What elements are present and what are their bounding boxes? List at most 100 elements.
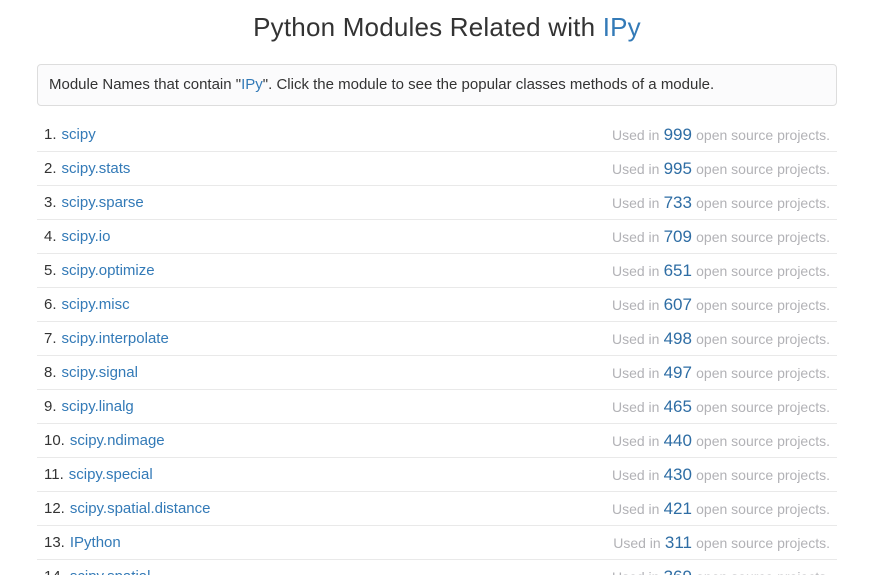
list-item-left: 9. scipy.linalg	[44, 398, 134, 415]
module-link[interactable]: IPython	[69, 534, 121, 551]
item-rank: 3.	[44, 194, 57, 211]
used-in-label: Used in	[611, 262, 660, 279]
module-link[interactable]: scipy.io	[61, 228, 111, 245]
usage-count: 497	[663, 362, 692, 382]
item-rank: 4.	[44, 228, 57, 245]
projects-label: open source projects.	[696, 500, 830, 517]
projects-label: open source projects.	[696, 569, 830, 575]
projects-label: open source projects.	[696, 126, 830, 143]
list-item-right: Used in 999 open source projects.	[612, 125, 830, 145]
list-item-left: 10. scipy.ndimage	[44, 432, 165, 449]
info-keyword: IPy	[241, 76, 263, 93]
list-item: 5. scipy.optimize Used in 651 open source…	[37, 254, 837, 288]
list-item-left: 11. scipy.special	[44, 466, 153, 483]
item-rank: 9.	[44, 398, 57, 415]
module-link[interactable]: scipy.stats	[61, 160, 131, 177]
list-item-right: Used in 465 open source projects.	[612, 397, 830, 417]
content-area: Python Modules Related with IPy Module N…	[37, 12, 837, 575]
module-link[interactable]: scipy.special	[68, 466, 153, 483]
module-link[interactable]: scipy	[61, 126, 96, 143]
info-box: Module Names that contain "IPy". Click t…	[37, 64, 837, 106]
item-rank: 7.	[44, 330, 57, 347]
item-rank: 5.	[44, 262, 57, 279]
used-in-label: Used in	[611, 364, 660, 381]
projects-label: open source projects.	[696, 466, 830, 483]
module-link[interactable]: scipy.ndimage	[69, 432, 165, 449]
used-in-label: Used in	[611, 466, 660, 483]
list-item-right: Used in 607 open source projects.	[612, 295, 830, 315]
info-text-before: Module Names that contain "	[49, 76, 242, 93]
list-item-right: Used in 311 open source projects.	[613, 533, 830, 553]
projects-label: open source projects.	[696, 160, 830, 177]
list-item-right: Used in 430 open source projects.	[612, 465, 830, 485]
used-in-label: Used in	[611, 228, 660, 245]
list-item-right: Used in 421 open source projects.	[612, 499, 830, 519]
list-item-left: 12. scipy.spatial.distance	[44, 500, 210, 517]
used-in-label: Used in	[611, 330, 660, 347]
projects-label: open source projects.	[696, 262, 830, 279]
projects-label: open source projects.	[696, 296, 830, 313]
list-item-left: 2. scipy.stats	[44, 160, 130, 177]
list-item-left: 3. scipy.sparse	[44, 194, 144, 211]
list-item-right: Used in 497 open source projects.	[612, 363, 830, 383]
projects-label: open source projects.	[696, 432, 830, 449]
list-item: 4. scipy.io Used in 709 open source proje…	[37, 220, 837, 254]
usage-count: 999	[663, 124, 692, 144]
module-link[interactable]: scipy.signal	[61, 364, 138, 381]
list-item-left: 13. IPython	[44, 534, 121, 551]
module-link[interactable]: scipy.linalg	[61, 398, 134, 415]
list-item-right: Used in 995 open source projects.	[612, 159, 830, 179]
list-item-left: 6. scipy.misc	[44, 296, 130, 313]
usage-count: 369	[664, 567, 692, 575]
usage-count: 498	[663, 328, 692, 348]
module-link[interactable]: scipy.sparse	[61, 194, 144, 211]
used-in-label: Used in	[612, 569, 659, 575]
item-rank: 12.	[44, 500, 65, 517]
usage-count: 607	[663, 294, 692, 314]
used-in-label: Used in	[611, 296, 660, 313]
list-item-right: Used in 651 open source projects.	[612, 261, 830, 281]
list-item: 11. scipy.special Used in 430 open source…	[37, 458, 837, 492]
item-rank: 14.	[44, 568, 65, 575]
module-link[interactable]: scipy.misc	[61, 296, 130, 313]
usage-count: 440	[663, 430, 692, 450]
used-in-label: Used in	[611, 160, 660, 177]
item-rank: 1.	[44, 126, 57, 143]
projects-label: open source projects.	[696, 398, 830, 415]
module-link[interactable]: scipy.spatial.distance	[69, 500, 211, 517]
page-title: Python Modules Related with IPy	[37, 12, 857, 42]
list-item-left: 7. scipy.interpolate	[44, 330, 169, 347]
item-rank: 11.	[44, 466, 64, 483]
used-in-label: Used in	[611, 432, 660, 449]
usage-count: 421	[663, 498, 692, 518]
module-list: 1. scipy Used in 999 open source projects…	[37, 118, 837, 575]
projects-label: open source projects.	[696, 228, 830, 245]
used-in-label: Used in	[611, 126, 660, 143]
usage-count: 709	[663, 226, 692, 246]
list-item-right: Used in 369 open source projects.	[612, 567, 830, 575]
module-link[interactable]: scipy.interpolate	[61, 330, 169, 347]
module-link[interactable]: scipy.optimize	[61, 262, 155, 279]
list-item-left: 14. scipy.spatial	[44, 568, 150, 575]
info-text-after: ". Click the module to see the popular c…	[262, 76, 715, 93]
projects-label: open source projects.	[696, 330, 830, 347]
projects-label: open source projects.	[696, 194, 830, 211]
list-item-left: 5. scipy.optimize	[44, 262, 155, 279]
list-item-right: Used in 440 open source projects.	[612, 431, 830, 451]
list-item: 8. scipy.signal Used in 497 open source p…	[37, 356, 837, 390]
module-link[interactable]: scipy.spatial	[70, 568, 151, 575]
page-title-keyword: IPy	[602, 12, 641, 42]
item-rank: 10.	[44, 432, 65, 449]
list-item: 3. scipy.sparse Used in 733 open source p…	[37, 186, 837, 220]
used-in-label: Used in	[611, 194, 660, 211]
list-item-left: 8. scipy.signal	[44, 364, 138, 381]
list-item: 2. scipy.stats Used in 995 open source pr…	[37, 152, 837, 186]
used-in-label: Used in	[613, 534, 661, 551]
item-rank: 6.	[44, 296, 57, 313]
list-item: 9. scipy.linalg Used in 465 open source p…	[37, 390, 837, 424]
list-item: 14. scipy.spatial Used in 369 open source…	[37, 560, 837, 575]
item-rank: 8.	[44, 364, 57, 381]
projects-label: open source projects.	[696, 534, 830, 551]
list-item: 7. scipy.interpolate Used in 498 open sou…	[37, 322, 837, 356]
